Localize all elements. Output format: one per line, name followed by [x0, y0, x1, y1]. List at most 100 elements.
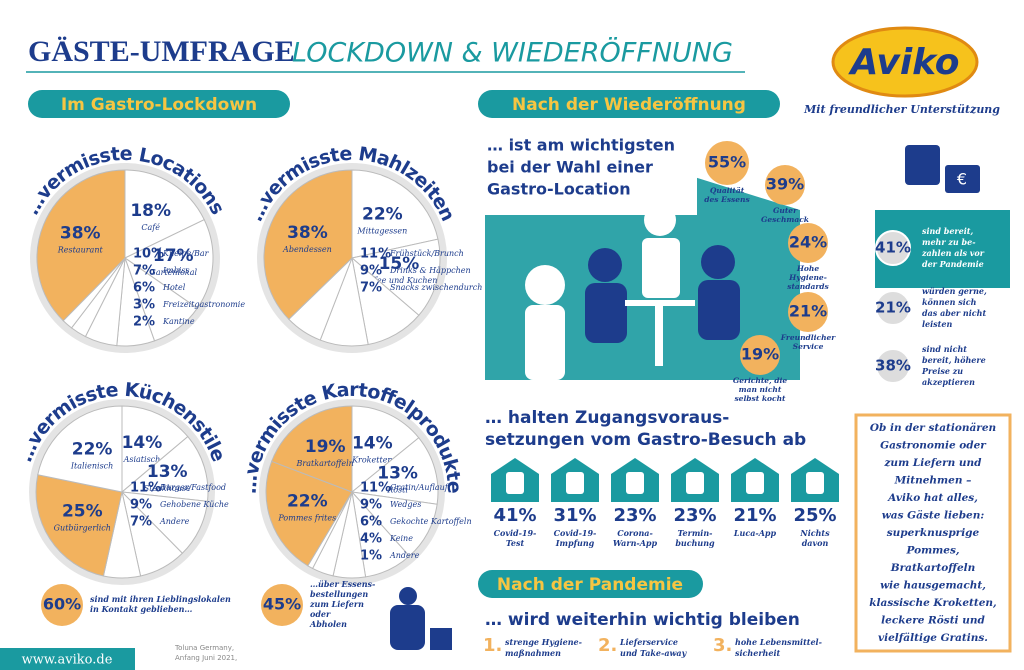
- badge-bg: [478, 90, 780, 118]
- slice-value: 9%: [360, 264, 382, 279]
- badge-bg: [28, 90, 290, 118]
- price-value: 38%: [875, 357, 911, 375]
- slice-label: Abendessen: [282, 245, 332, 254]
- promo-line: superknusprige: [887, 527, 980, 539]
- slice-value: 4%: [360, 532, 382, 547]
- badge: Nach der Wiederöffnung: [512, 95, 746, 115]
- price-text: der Pandemie: [922, 259, 984, 269]
- price-text: leisten: [922, 319, 952, 329]
- factor-label: Service: [793, 342, 824, 351]
- requirement-label: Termin-: [678, 528, 713, 538]
- factor-label: Freundlicher: [780, 333, 837, 342]
- slice-label: Italienisch: [70, 461, 113, 470]
- pie-slice: [350, 437, 439, 505]
- logo: Aviko: [847, 42, 959, 83]
- factor-label: Qualität: [710, 186, 745, 195]
- slice-label: Freizeitgastronomie: [162, 300, 245, 309]
- badge: Im Gastro-Lockdown: [61, 95, 257, 115]
- slice-label: Gehobene Küche: [160, 500, 229, 509]
- slice-value: 9%: [130, 498, 152, 513]
- slice-label: Restaurant: [57, 246, 104, 255]
- slice-label: Steakhouse: [144, 484, 191, 493]
- factor-label: Gerichte, die: [733, 376, 788, 385]
- headline: bei der Wahl einer: [487, 158, 653, 177]
- price-value: 21%: [875, 299, 911, 317]
- slice-value: 11%: [130, 481, 161, 496]
- slice-value: 38%: [60, 224, 101, 244]
- source-note: Toluna Germany,: [174, 644, 234, 652]
- price-circle: [875, 230, 911, 266]
- requirement-label: Impfung: [555, 538, 595, 548]
- slice-label: Andere: [389, 551, 420, 560]
- slice-label: Pommes frites: [277, 513, 336, 522]
- pie-slice: [120, 435, 209, 502]
- price-text: zahlen als vor: [921, 248, 985, 258]
- price-text: würden gerne,: [922, 286, 987, 296]
- headline: Gastro-Location: [487, 180, 631, 199]
- slice-label: Wedges: [390, 500, 421, 509]
- slice-value: 22%: [72, 439, 113, 459]
- stat-text: in Kontakt geblieben…: [90, 604, 192, 614]
- url-bar: [0, 648, 135, 670]
- requirement-value: 21%: [733, 505, 776, 526]
- slice-label: Gekochte Kartoffeln: [390, 517, 472, 526]
- promo-line: Bratkartoffeln: [890, 562, 976, 574]
- requirement-label: davon: [802, 538, 829, 548]
- stat-text: sind mit ihren Lieblingslokalen: [90, 594, 231, 604]
- factor-value: 55%: [708, 153, 746, 172]
- slice-value: 22%: [362, 204, 403, 224]
- slice-value: 9%: [360, 498, 382, 513]
- stat-text: …über Essens-: [310, 579, 375, 589]
- item-text: strenge Hygiene-: [505, 637, 582, 647]
- slice-label: Andere: [159, 517, 190, 526]
- promo-line: Pommes,: [905, 545, 959, 557]
- promo-line: wie hausgemacht,: [880, 580, 986, 592]
- factor-value: 19%: [741, 345, 779, 364]
- guest-icon: [698, 280, 740, 340]
- factor-label: Hygiene-: [788, 273, 827, 282]
- slice-label: Bratkartoffeln: [296, 459, 354, 468]
- title: GÄSTE-UMFRAGE: [28, 35, 295, 68]
- factor-value: 39%: [766, 175, 804, 194]
- factor-bubble: [788, 292, 828, 332]
- logo-shape: [831, 26, 979, 98]
- requirement-label: Warn-App: [613, 538, 658, 548]
- promo-box: [854, 413, 1012, 653]
- pie-slice: [35, 474, 123, 577]
- price-text: können sich: [922, 297, 977, 307]
- slice-label: Gutbürgerlich: [54, 524, 111, 533]
- pie-slice: [263, 169, 353, 320]
- requirement-icon: [686, 472, 704, 494]
- factor-label: Guter: [773, 206, 798, 215]
- item-text: maßnahmen: [505, 648, 561, 658]
- slice-value: 19%: [305, 437, 346, 457]
- item-text: hohe Lebensmittel-: [735, 637, 822, 647]
- requirement-icon: [566, 472, 584, 494]
- stat-value: 45%: [263, 595, 301, 614]
- guest-icon: [701, 245, 735, 279]
- slice-label: Burger/Fastfood: [159, 483, 226, 492]
- factor-label: des Essens: [704, 195, 750, 204]
- register-icon: €: [957, 170, 967, 189]
- slice-value: 7%: [130, 515, 152, 530]
- requirement-value: 41%: [493, 505, 536, 526]
- promo-line: Mitnehmen –: [894, 475, 972, 487]
- slice-label: Gratin/Auflauf: [390, 483, 450, 492]
- slice-value: 7%: [360, 281, 382, 296]
- stat-circle: [261, 584, 303, 626]
- slice-label: Rösti: [386, 485, 408, 494]
- stat-text: oder: [310, 609, 331, 619]
- price-text: sind bereit,: [922, 226, 973, 236]
- waiter-icon: [644, 204, 676, 236]
- table-icon: [625, 300, 695, 306]
- requirement-value: 23%: [613, 505, 656, 526]
- slice-label: Kantine: [162, 317, 195, 326]
- headline-bg: [482, 130, 697, 215]
- item-text: sicherheit: [735, 648, 780, 658]
- item-text: und Take-away: [620, 648, 688, 658]
- slice-value: 11%: [360, 247, 391, 262]
- price-text: mehr zu be-: [922, 237, 976, 247]
- slice-value: 38%: [287, 223, 328, 243]
- promo-line: zum Liefern und: [883, 457, 982, 469]
